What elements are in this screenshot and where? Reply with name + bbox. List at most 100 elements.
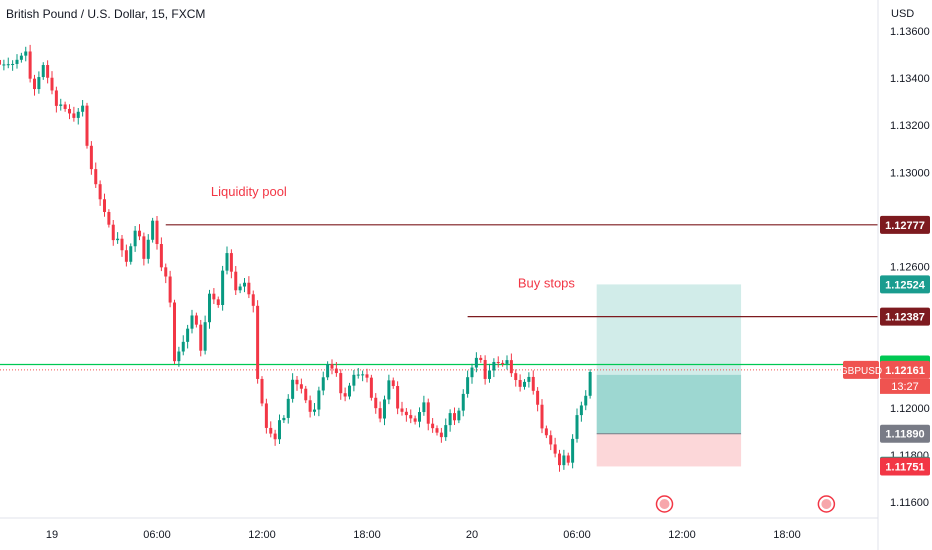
candle-body — [234, 271, 238, 291]
candle-body — [111, 224, 115, 241]
candle-body — [142, 236, 146, 259]
candle-body — [155, 220, 159, 245]
candle — [291, 373, 295, 403]
candle-body — [199, 324, 203, 351]
candle-body — [28, 51, 32, 79]
candle-body — [361, 374, 365, 376]
candle-body — [216, 299, 220, 306]
candle — [103, 193, 106, 217]
y-tick-label: 1.13600 — [890, 26, 930, 38]
candle-body — [273, 433, 277, 440]
x-tick-label: 12:00 — [668, 529, 696, 541]
candle — [208, 289, 211, 329]
candle — [496, 356, 500, 368]
candle-body — [181, 341, 185, 352]
candle — [278, 414, 281, 444]
candle-body — [400, 408, 404, 412]
candle — [396, 381, 400, 415]
event-flag-fill — [659, 499, 670, 509]
candle — [225, 246, 229, 275]
candle — [514, 369, 518, 387]
candle — [273, 429, 277, 446]
candle-body — [343, 393, 347, 397]
candle — [28, 44, 32, 83]
price-tag-text: 1.12161 — [885, 365, 925, 377]
candle — [15, 54, 19, 69]
candle-body — [496, 361, 500, 363]
candle — [439, 427, 443, 443]
candle — [133, 225, 137, 252]
candle — [571, 434, 575, 469]
candle-body — [124, 250, 128, 262]
candle-body — [278, 420, 281, 440]
y-tick-label: 1.12600 — [890, 262, 930, 274]
candle — [186, 324, 190, 349]
candle-body — [422, 402, 426, 413]
candle-body — [523, 381, 526, 387]
x-tick-label: 18:00 — [773, 529, 801, 541]
candle — [243, 278, 246, 293]
price-tag-bg — [880, 275, 930, 294]
candle-body — [186, 328, 190, 342]
candle-body — [129, 246, 133, 262]
candle — [177, 346, 181, 367]
candle-body — [527, 376, 531, 382]
candle-body — [365, 374, 369, 378]
candle-body — [571, 438, 575, 463]
candle-body — [575, 415, 579, 439]
candle-body — [6, 64, 10, 66]
price-tag-text: 1.12387 — [885, 312, 925, 324]
y-tick-label: 1.13000 — [890, 167, 930, 179]
candle-body — [558, 453, 561, 466]
candle-body — [461, 393, 465, 411]
candle — [54, 86, 58, 113]
candle-body — [492, 361, 496, 371]
candle — [321, 371, 325, 396]
candle-body — [221, 270, 225, 306]
candle — [111, 219, 115, 246]
candle-body — [466, 377, 470, 394]
candle-body — [229, 253, 233, 272]
candle-body — [225, 253, 229, 271]
candle — [159, 237, 163, 272]
countdown-bg — [880, 378, 930, 394]
x-tick-label: 12:00 — [248, 529, 276, 541]
candle-body — [177, 351, 181, 362]
candle-body — [264, 403, 268, 428]
candle — [330, 359, 334, 375]
candle-body — [238, 286, 242, 291]
candle — [124, 244, 128, 267]
candle — [129, 243, 133, 265]
price-tag-bg — [880, 424, 930, 443]
y-tick-label: 1.12000 — [890, 403, 930, 415]
candle-body — [256, 305, 260, 379]
candle — [216, 296, 220, 308]
x-tick-label: 06:00 — [563, 529, 591, 541]
candle-body — [378, 408, 382, 419]
candles — [0, 44, 592, 472]
candle-body — [584, 395, 588, 406]
x-tick-label: 20 — [466, 529, 478, 541]
candle-body — [330, 364, 334, 369]
candle — [527, 372, 531, 388]
symbol-tag-bg — [843, 360, 879, 379]
candle — [549, 430, 553, 451]
candle — [138, 224, 141, 241]
candle — [453, 407, 456, 425]
candle-body — [553, 444, 557, 454]
candle — [264, 398, 268, 434]
candle — [378, 401, 382, 423]
candle — [483, 355, 487, 385]
candle-body — [41, 65, 45, 78]
symbol-tag-text: GBPUSD — [840, 366, 882, 377]
candle — [531, 370, 535, 395]
candle — [566, 452, 570, 466]
price-tag: 1.12387 — [880, 307, 930, 326]
y-tick-label: 1.11600 — [890, 497, 929, 509]
candle — [400, 401, 404, 416]
candle-body — [453, 413, 456, 421]
candle — [247, 276, 251, 299]
candle — [181, 335, 185, 356]
